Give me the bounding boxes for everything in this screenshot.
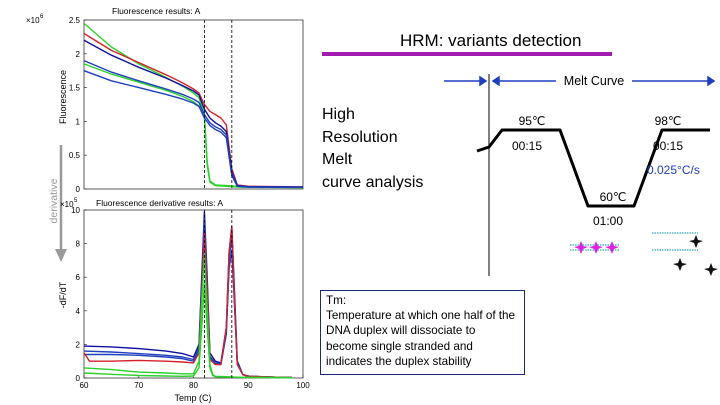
ytick-label: 0 — [76, 374, 81, 383]
bottom-plot-title: Fluorescence derivative results: A — [96, 198, 223, 208]
ytick-label: 1.5 — [69, 84, 81, 93]
xtick-label: 70 — [134, 381, 143, 390]
tm-definition-box: Tm: Temperature at which one half of the… — [320, 290, 525, 375]
melt-header-bg — [556, 73, 632, 89]
top-plot-series — [83, 22, 304, 189]
ytick-label: 10 — [71, 206, 80, 215]
series-line-green-2 — [83, 283, 293, 379]
series-line-green-1 — [83, 22, 304, 189]
method-label: High Resolution Melt curve analysis — [322, 106, 424, 191]
ramp-rate: 0.025°C/s — [647, 163, 700, 177]
step3-temp: 98℃ — [655, 114, 682, 128]
ytick-label: 0.5 — [69, 151, 81, 160]
series-line-blue-1 — [83, 217, 293, 379]
ytick-label: 6 — [76, 273, 81, 282]
series-line-blue-2 — [83, 70, 304, 188]
fluorescence-plots: Fluorescence results: A ×10 6 Fluorescen… — [26, 6, 310, 403]
bottom-plot-exponent: ×10 — [60, 200, 74, 209]
ytick-label: 8 — [76, 240, 81, 249]
ytick-label: 1 — [76, 117, 81, 126]
xtick-label: 100 — [296, 381, 310, 390]
xtick-label: 60 — [80, 381, 89, 390]
top-plot-yticks: 0 0.5 1 1.5 2 2.5 — [69, 16, 87, 194]
header-arrow-left — [444, 75, 488, 87]
series-line-red-1 — [83, 32, 304, 188]
xtick-label: 90 — [244, 381, 253, 390]
slide-title: HRM: variants detection — [400, 31, 582, 50]
step3-time: 00:15 — [653, 139, 683, 153]
step1-time: 00:15 — [512, 139, 542, 153]
temperature-profile — [476, 128, 710, 208]
bottom-plot-markers — [204, 210, 233, 378]
top-plot-title: Fluorescence results: A — [112, 6, 201, 16]
ytick-label: 2.5 — [69, 16, 81, 25]
ssdna-released-dye-icon — [652, 232, 718, 276]
step1-temp: 95℃ — [519, 114, 546, 128]
title-underline — [322, 52, 612, 56]
top-plot-ylabel: Fluorescence — [58, 70, 68, 124]
bottom-plot-exponent-power: 5 — [74, 198, 78, 204]
series-line-green-1 — [83, 252, 293, 379]
series-line-navy-1 — [83, 39, 304, 188]
derivative-arrow-label: derivative — [48, 178, 60, 223]
ytick-label: 2 — [76, 50, 81, 59]
ytick-label: 4 — [76, 307, 81, 316]
step2-temp: 60℃ — [600, 190, 627, 204]
ytick-label: 2 — [76, 340, 81, 349]
bottom-plot-series — [83, 210, 293, 379]
bottom-plot-xlabel: Temp (C) — [174, 393, 211, 403]
ytick-label: 0 — [76, 185, 81, 194]
series-line-blue-1 — [83, 59, 304, 188]
top-plot-markers — [204, 20, 233, 189]
dsdna-with-dye-icon — [570, 241, 620, 254]
bottom-plot-ylabel: -dF/dT — [58, 281, 68, 308]
melt-header: Melt Curve — [564, 74, 624, 88]
derivative-arrow — [55, 145, 67, 262]
top-plot-exponent-power: 6 — [40, 14, 44, 20]
top-plot-frame — [83, 19, 304, 190]
melt-profile-diagram: Melt Curve 95℃ 00:15 60℃ 01:00 98℃ 00:15… — [444, 73, 718, 276]
bottom-plot-yticks: 0 2 4 6 8 10 — [71, 206, 87, 383]
xtick-label: 80 — [189, 381, 198, 390]
step2-time: 01:00 — [593, 214, 623, 228]
top-plot-exponent: ×10 — [26, 16, 40, 25]
